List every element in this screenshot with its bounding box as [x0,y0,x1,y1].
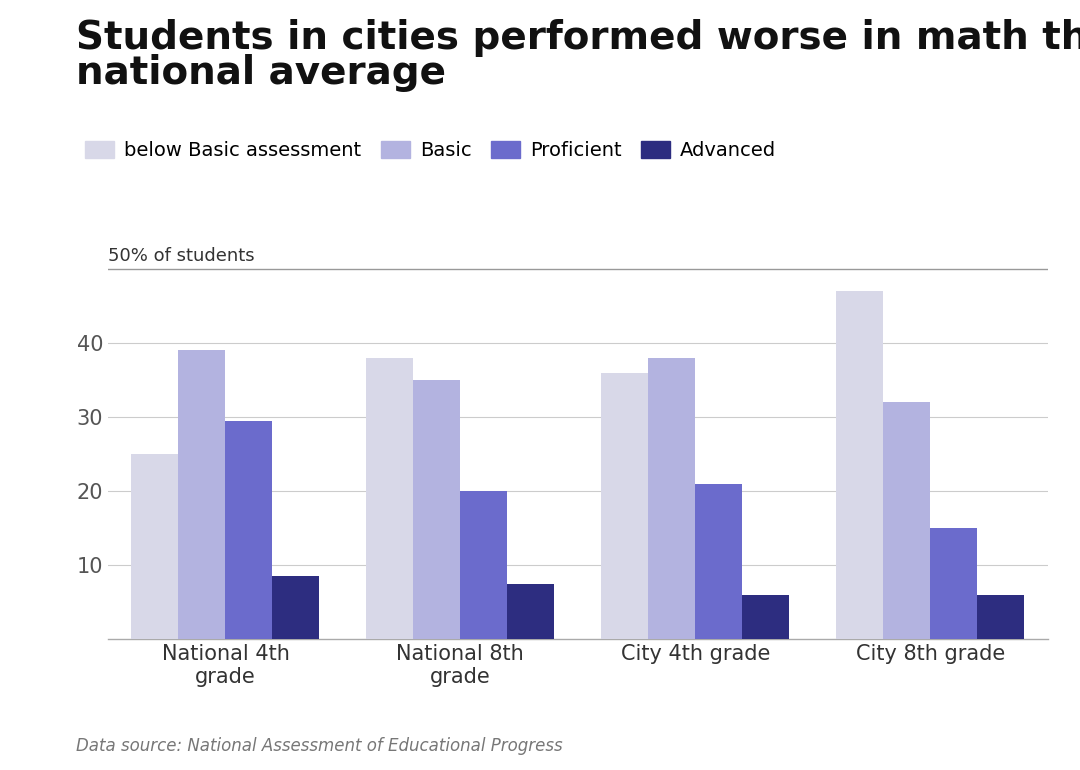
Bar [977,594,1024,639]
Text: Students in cities performed worse in math than: Students in cities performed worse in ma… [76,19,1080,57]
Bar [132,454,178,639]
Bar [883,402,930,639]
Text: 50% of students: 50% of students [108,247,255,265]
Bar [930,528,977,639]
Bar [696,484,742,639]
Bar [272,576,320,639]
Text: Data source: National Assessment of Educational Progress: Data source: National Assessment of Educ… [76,737,563,755]
Bar [226,420,272,639]
Text: national average: national average [76,54,446,92]
Bar [508,584,554,639]
Bar [648,358,696,639]
Legend: below Basic assessment, Basic, Proficient, Advanced: below Basic assessment, Basic, Proficien… [85,141,775,160]
Bar [742,594,789,639]
Bar [460,491,508,639]
Bar [178,350,226,639]
Bar [366,358,414,639]
Bar [836,291,883,639]
Bar [602,373,648,639]
Bar [414,380,460,639]
